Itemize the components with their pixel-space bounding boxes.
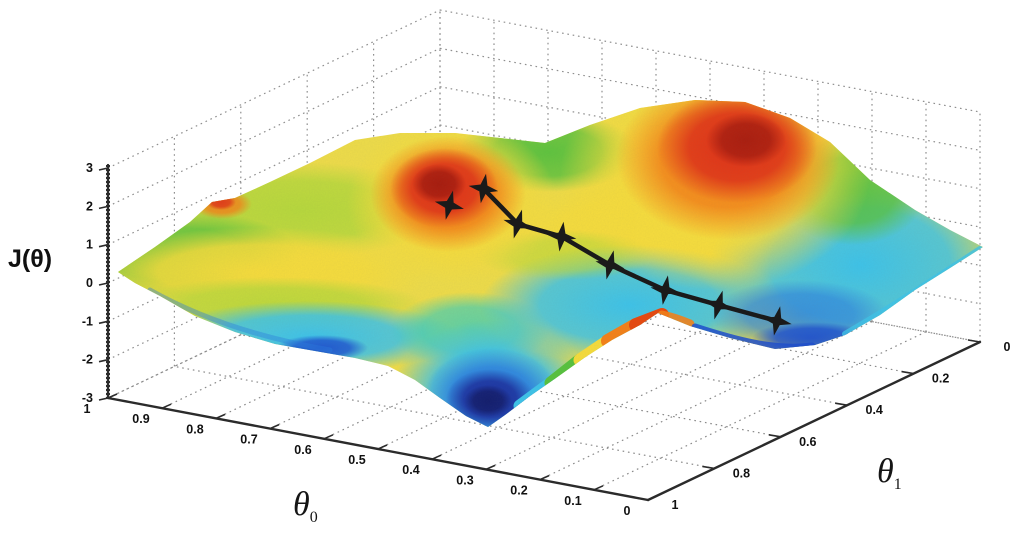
z-tick-label: -2 bbox=[82, 353, 93, 367]
theta1-axis-label: θ1 bbox=[877, 453, 902, 493]
theta0-tick-label: 0.5 bbox=[348, 453, 365, 467]
theta0-symbol: θ bbox=[293, 486, 310, 523]
wall-grid-line bbox=[439, 9, 981, 113]
theta1-tick-label: 1 bbox=[672, 498, 679, 512]
theta0-tick bbox=[107, 393, 118, 399]
floor-grid-line bbox=[431, 300, 765, 460]
z-tick-label: 3 bbox=[86, 161, 93, 175]
theta0-tick bbox=[323, 434, 334, 440]
theta1-tick-label: 0.8 bbox=[733, 466, 750, 480]
wall-grid-line bbox=[107, 9, 441, 169]
descent-step-star-marker bbox=[704, 290, 733, 320]
theta0-tick-label: 0.8 bbox=[186, 422, 203, 436]
z-tick-label: 0 bbox=[86, 276, 93, 290]
descent-step-star-marker bbox=[468, 173, 499, 204]
descent-step-star-marker bbox=[762, 306, 792, 336]
theta1-tick bbox=[635, 497, 649, 501]
theta0-tick-label: 0.6 bbox=[294, 443, 311, 457]
theta1-subscript: 1 bbox=[894, 476, 902, 493]
theta0-tick bbox=[431, 454, 442, 460]
descent-step-star-marker bbox=[503, 209, 533, 239]
theta1-tick-label: 0.4 bbox=[866, 403, 883, 417]
floor-grid-line bbox=[539, 321, 873, 481]
theta0-tick-label: 0.9 bbox=[132, 412, 149, 426]
z-tick bbox=[98, 243, 109, 248]
theta1-tick-label: 0.2 bbox=[932, 372, 949, 386]
descent-step-star-marker bbox=[546, 221, 577, 252]
descent-step-star-marker bbox=[595, 250, 625, 280]
z-tick bbox=[98, 358, 109, 363]
theta1-tick bbox=[967, 339, 981, 343]
theta1-tick-label: 0.6 bbox=[799, 435, 816, 449]
z-tick-label: 2 bbox=[86, 199, 93, 213]
floor-grid-line bbox=[593, 331, 927, 491]
z-tick-label: -1 bbox=[82, 314, 93, 328]
floor-grid-line bbox=[485, 310, 819, 470]
theta0-tick bbox=[593, 485, 604, 491]
gradient-descent-path bbox=[434, 173, 792, 336]
theta1-tick bbox=[835, 402, 848, 406]
theta0-tick-label: 0.1 bbox=[564, 494, 581, 508]
z-tick bbox=[98, 167, 109, 171]
descent-step-star-marker bbox=[650, 275, 681, 305]
wall-grid-line bbox=[107, 86, 441, 246]
theta0-tick bbox=[215, 413, 226, 420]
theta0-tick-label: 0.2 bbox=[510, 484, 527, 498]
theta0-tick bbox=[161, 403, 172, 409]
surface-speckle-texture bbox=[118, 100, 983, 427]
descent-step-star-marker bbox=[434, 190, 464, 220]
z-tick bbox=[98, 397, 109, 401]
z-tick bbox=[98, 282, 109, 286]
theta1-tick bbox=[901, 370, 914, 375]
theta0-tick-label: 0.4 bbox=[402, 463, 419, 477]
z-tick-label: 1 bbox=[86, 238, 93, 252]
theta0-tick-label: 1 bbox=[84, 402, 91, 416]
z-tick bbox=[98, 320, 109, 325]
theta0-tick bbox=[485, 464, 496, 471]
theta1-tick-label: 0 bbox=[1004, 340, 1011, 354]
wall-grid-line bbox=[107, 47, 441, 207]
theta0-tick bbox=[647, 495, 658, 501]
theta1-symbol: θ bbox=[877, 453, 894, 490]
theta0-tick bbox=[377, 444, 388, 450]
theta1-tick bbox=[768, 434, 781, 438]
theta0-tick-label: 0.7 bbox=[240, 433, 257, 447]
theta0-tick bbox=[269, 423, 280, 430]
theta0-axis-label: θ0 bbox=[293, 486, 318, 526]
theta0-tick bbox=[539, 474, 550, 481]
theta0-tick-label: 0 bbox=[624, 504, 631, 518]
theta1-axis-line bbox=[646, 340, 982, 502]
z-tick-label: -3 bbox=[82, 391, 93, 405]
theta0-tick-label: 0.3 bbox=[456, 473, 473, 487]
z-axis-label: J(θ) bbox=[8, 245, 52, 273]
z-tick bbox=[98, 205, 109, 210]
theta1-tick bbox=[702, 465, 715, 470]
theta0-subscript: 0 bbox=[310, 509, 318, 526]
